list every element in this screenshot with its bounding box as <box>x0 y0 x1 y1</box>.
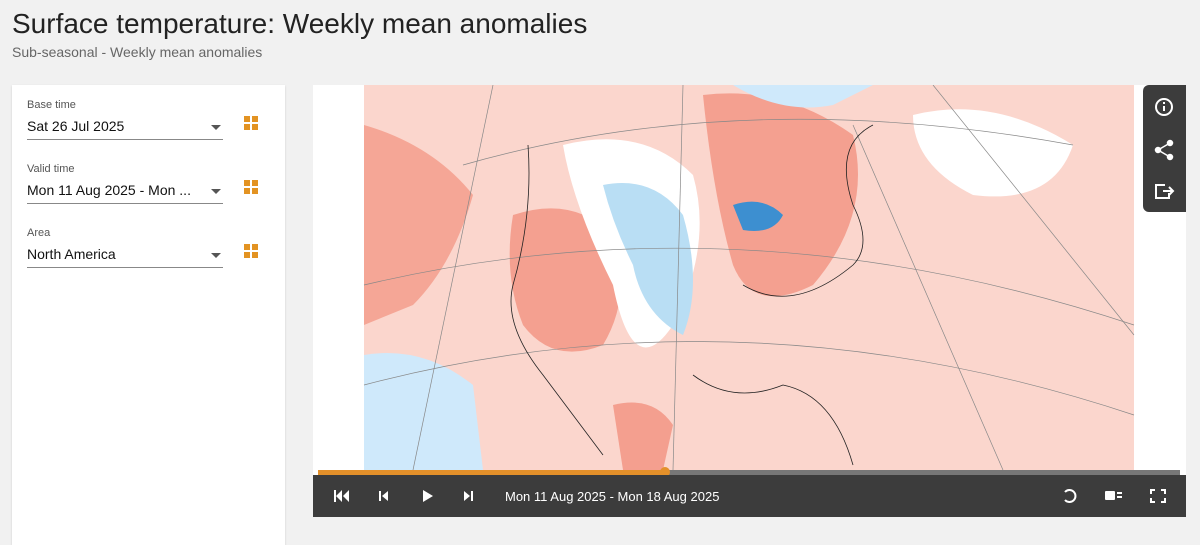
anomaly-area <box>913 109 1073 197</box>
period-label: Mon 11 Aug 2025 - Mon 18 Aug 2025 <box>505 489 720 504</box>
anomaly-area <box>364 353 483 470</box>
grid-button[interactable] <box>244 244 258 258</box>
share-button[interactable] <box>1154 139 1174 161</box>
map-panel <box>313 85 1186 517</box>
player-bar: Mon 11 Aug 2025 - Mon 18 Aug 2025 <box>313 475 1186 517</box>
graticule <box>363 85 1135 471</box>
export-button[interactable] <box>1155 184 1175 199</box>
anomaly-area <box>703 93 858 297</box>
side-toolbar <box>1143 85 1186 212</box>
anomaly-area <box>603 183 693 335</box>
dropdown-value: Mon 11 Aug 2025 - Mon ... <box>27 182 223 204</box>
progress-handle[interactable] <box>660 467 670 477</box>
anomaly-area <box>733 85 873 108</box>
toolbar-icons <box>1154 98 1175 199</box>
next-button[interactable] <box>464 491 473 501</box>
dropdown-value: Sat 26 Jul 2025 <box>27 118 223 140</box>
play-button[interactable] <box>423 490 433 502</box>
anomaly-area <box>364 125 473 325</box>
info-button[interactable] <box>1155 98 1173 116</box>
grid-button[interactable] <box>244 180 258 194</box>
loop-button[interactable] <box>1064 489 1077 503</box>
map <box>363 85 1135 471</box>
grid-button[interactable] <box>244 116 258 130</box>
dropdown-label: Area <box>27 227 51 239</box>
anomaly-area <box>509 208 621 352</box>
progress-track[interactable] <box>318 470 1180 475</box>
control-panel: Base time Sat 26 Jul 2025 Valid time Mon… <box>12 85 285 545</box>
page-subtitle: Sub-seasonal - Weekly mean anomalies <box>12 44 263 60</box>
anomaly-area <box>733 201 783 231</box>
dropdown-arrow <box>211 253 221 258</box>
progress-fill <box>318 470 665 475</box>
dropdown[interactable]: Base time Sat 26 Jul 2025 <box>27 99 223 140</box>
dropdown-value: North America <box>27 246 223 268</box>
dropdown-arrow <box>211 125 221 130</box>
first-button[interactable] <box>334 490 349 502</box>
dropdown-arrow <box>211 189 221 194</box>
anomaly-area <box>613 402 673 470</box>
legend-button[interactable] <box>1105 491 1122 500</box>
previous-button[interactable] <box>379 491 388 501</box>
dropdown[interactable]: Area North America <box>27 227 223 268</box>
dropdown[interactable]: Valid time Mon 11 Aug 2025 - Mon ... <box>27 163 223 204</box>
player-controls <box>334 489 1166 503</box>
dropdown-label: Valid time <box>27 163 75 175</box>
page-title: Surface temperature: Weekly mean anomali… <box>12 8 588 39</box>
coastline <box>510 124 874 466</box>
dropdown-label: Base time <box>27 99 76 111</box>
fullscreen-button[interactable] <box>1150 489 1166 503</box>
